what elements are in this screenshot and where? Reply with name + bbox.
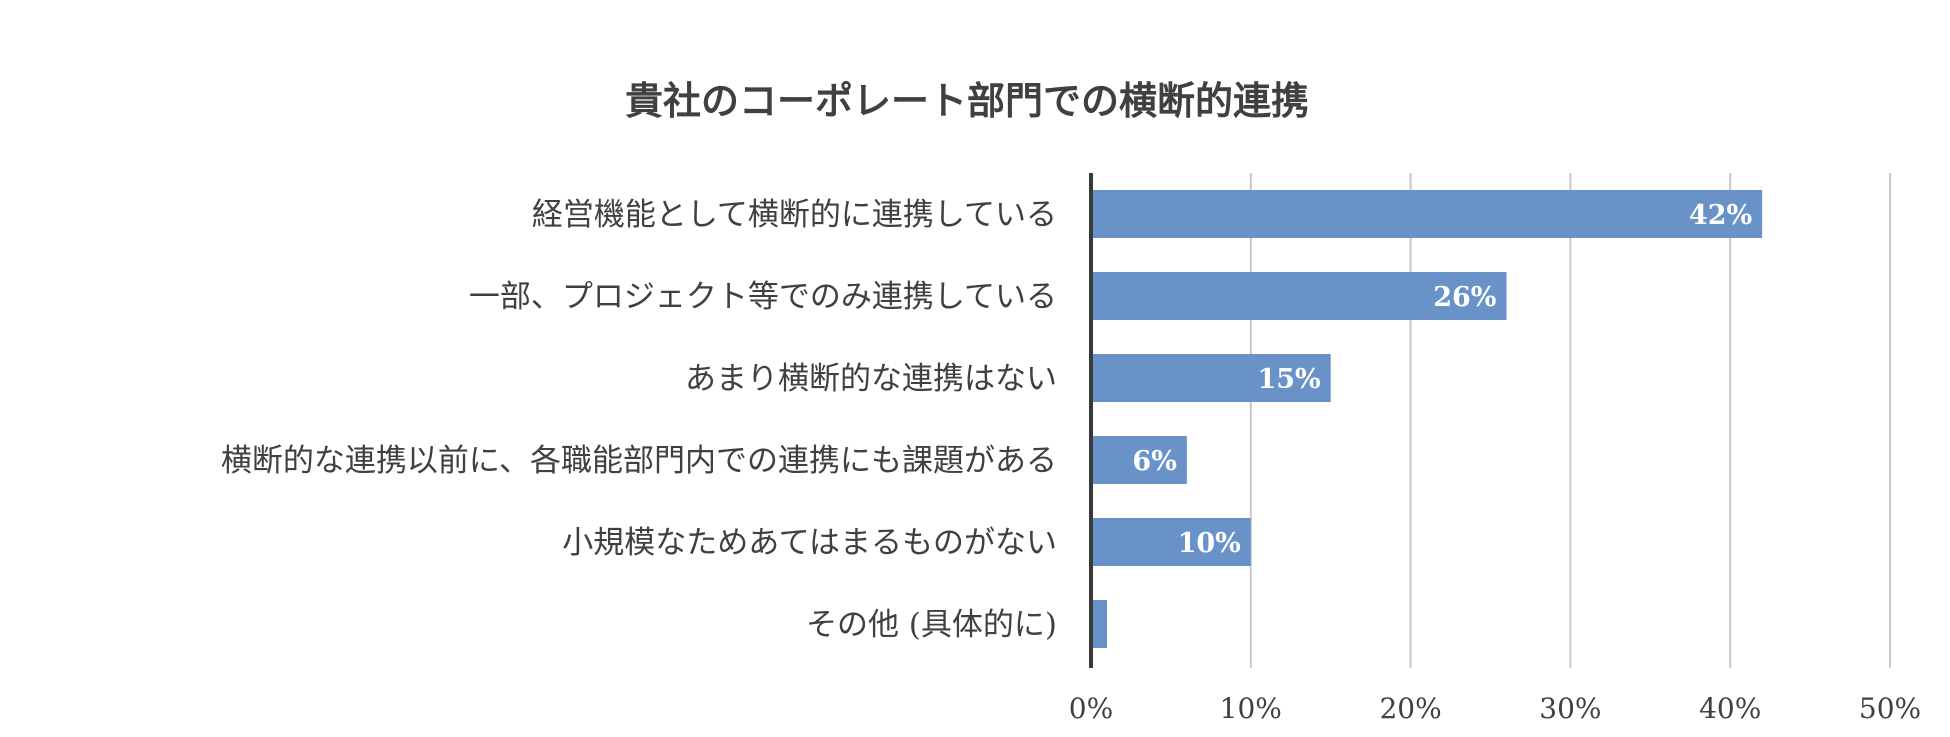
x-tick-labels: 0% 10% 20% 30% 40% 50%	[1069, 692, 1921, 725]
category-label: 一部、プロジェクト等でのみ連携している	[469, 279, 1057, 315]
category-label: その他 (具体的に)	[806, 607, 1057, 643]
category-label: あまり横断的な連携はない	[685, 361, 1057, 397]
bar	[1091, 272, 1507, 320]
x-tick-label: 50%	[1859, 692, 1921, 725]
x-tick-label: 0%	[1069, 692, 1113, 725]
category-labels: 経営機能として横断的に連携している一部、プロジェクト等でのみ連携しているあまり横…	[221, 197, 1057, 643]
data-label: 6%	[1132, 446, 1176, 477]
x-tick-label: 20%	[1379, 692, 1441, 725]
gridlines	[1249, 173, 1891, 668]
bar	[1091, 600, 1107, 648]
category-label: 小規模なためあてはまるものがない	[562, 525, 1057, 561]
bar	[1091, 518, 1251, 566]
category-label: 横断的な連携以前に、各職能部門内での連携にも課題がある	[221, 443, 1057, 479]
data-label: 26%	[1433, 282, 1496, 313]
bars	[1091, 190, 1763, 648]
bar	[1091, 354, 1331, 402]
bar	[1091, 190, 1763, 238]
x-tick-label: 10%	[1220, 692, 1282, 725]
data-label: 42%	[1689, 200, 1752, 231]
data-label: 15%	[1257, 364, 1320, 395]
data-label: 10%	[1178, 528, 1241, 559]
bar	[1091, 436, 1187, 484]
x-tick-label: 30%	[1539, 692, 1601, 725]
category-label: 経営機能として横断的に連携している	[532, 197, 1057, 233]
data-labels: 42% 26% 15% 6% 10%	[1132, 200, 1752, 559]
x-tick-label: 40%	[1699, 692, 1761, 725]
chart-title: 貴社のコーポレート部門での横断的連携	[625, 79, 1309, 123]
